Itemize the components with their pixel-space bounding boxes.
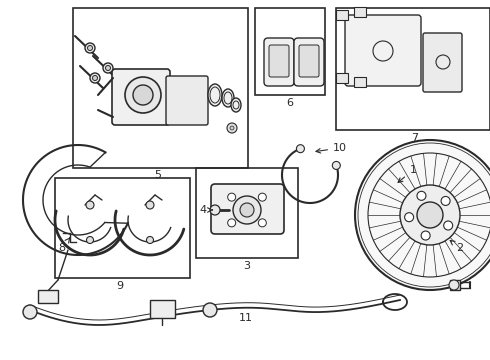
- Circle shape: [210, 205, 220, 215]
- Text: 6: 6: [287, 98, 294, 108]
- FancyBboxPatch shape: [166, 76, 208, 125]
- Circle shape: [146, 201, 154, 209]
- Circle shape: [296, 145, 304, 153]
- Circle shape: [230, 126, 234, 130]
- Circle shape: [332, 161, 341, 170]
- Circle shape: [90, 73, 100, 83]
- Bar: [336, 73, 348, 83]
- FancyBboxPatch shape: [269, 45, 289, 77]
- Circle shape: [88, 45, 93, 50]
- Circle shape: [258, 219, 267, 227]
- Circle shape: [405, 213, 414, 222]
- Bar: [73, 8, 248, 168]
- Circle shape: [227, 123, 237, 133]
- Bar: [55, 178, 190, 278]
- Ellipse shape: [231, 98, 241, 112]
- Circle shape: [417, 202, 443, 228]
- Circle shape: [355, 140, 490, 290]
- Bar: [336, 10, 348, 20]
- Bar: [354, 77, 366, 87]
- Circle shape: [441, 197, 450, 206]
- Circle shape: [240, 203, 254, 217]
- Text: 1: 1: [398, 165, 416, 183]
- FancyBboxPatch shape: [423, 33, 462, 92]
- Bar: [354, 7, 366, 17]
- Circle shape: [133, 85, 153, 105]
- Ellipse shape: [208, 84, 222, 106]
- Bar: [196, 168, 298, 258]
- Circle shape: [417, 191, 426, 200]
- Circle shape: [400, 185, 460, 245]
- Text: 4: 4: [199, 205, 212, 215]
- Circle shape: [147, 237, 153, 243]
- Text: 5: 5: [154, 170, 162, 180]
- Bar: [255, 8, 325, 95]
- Circle shape: [203, 303, 217, 317]
- Circle shape: [125, 77, 161, 113]
- FancyBboxPatch shape: [294, 38, 324, 86]
- Bar: [450, 280, 460, 290]
- Circle shape: [23, 305, 37, 319]
- Text: 8: 8: [58, 238, 70, 253]
- Circle shape: [233, 196, 261, 224]
- FancyBboxPatch shape: [211, 184, 284, 234]
- Circle shape: [449, 280, 459, 290]
- Text: 10: 10: [316, 143, 347, 153]
- Circle shape: [105, 66, 111, 71]
- Text: 9: 9: [117, 281, 123, 291]
- Circle shape: [421, 231, 430, 240]
- Circle shape: [93, 76, 98, 81]
- Bar: [336, 8, 490, 130]
- Circle shape: [443, 221, 453, 230]
- Text: 11: 11: [239, 313, 253, 323]
- Bar: [38, 290, 58, 303]
- Text: 7: 7: [412, 133, 418, 143]
- Circle shape: [86, 201, 94, 209]
- Circle shape: [228, 193, 236, 201]
- Text: 2: 2: [450, 240, 464, 253]
- Bar: [150, 300, 175, 318]
- Text: 3: 3: [244, 261, 250, 271]
- Circle shape: [103, 63, 113, 73]
- Ellipse shape: [222, 89, 234, 107]
- Circle shape: [258, 193, 267, 201]
- FancyBboxPatch shape: [112, 69, 170, 125]
- FancyBboxPatch shape: [345, 15, 421, 86]
- Circle shape: [87, 237, 94, 243]
- FancyBboxPatch shape: [299, 45, 319, 77]
- Circle shape: [85, 43, 95, 53]
- Circle shape: [228, 219, 236, 227]
- FancyBboxPatch shape: [264, 38, 294, 86]
